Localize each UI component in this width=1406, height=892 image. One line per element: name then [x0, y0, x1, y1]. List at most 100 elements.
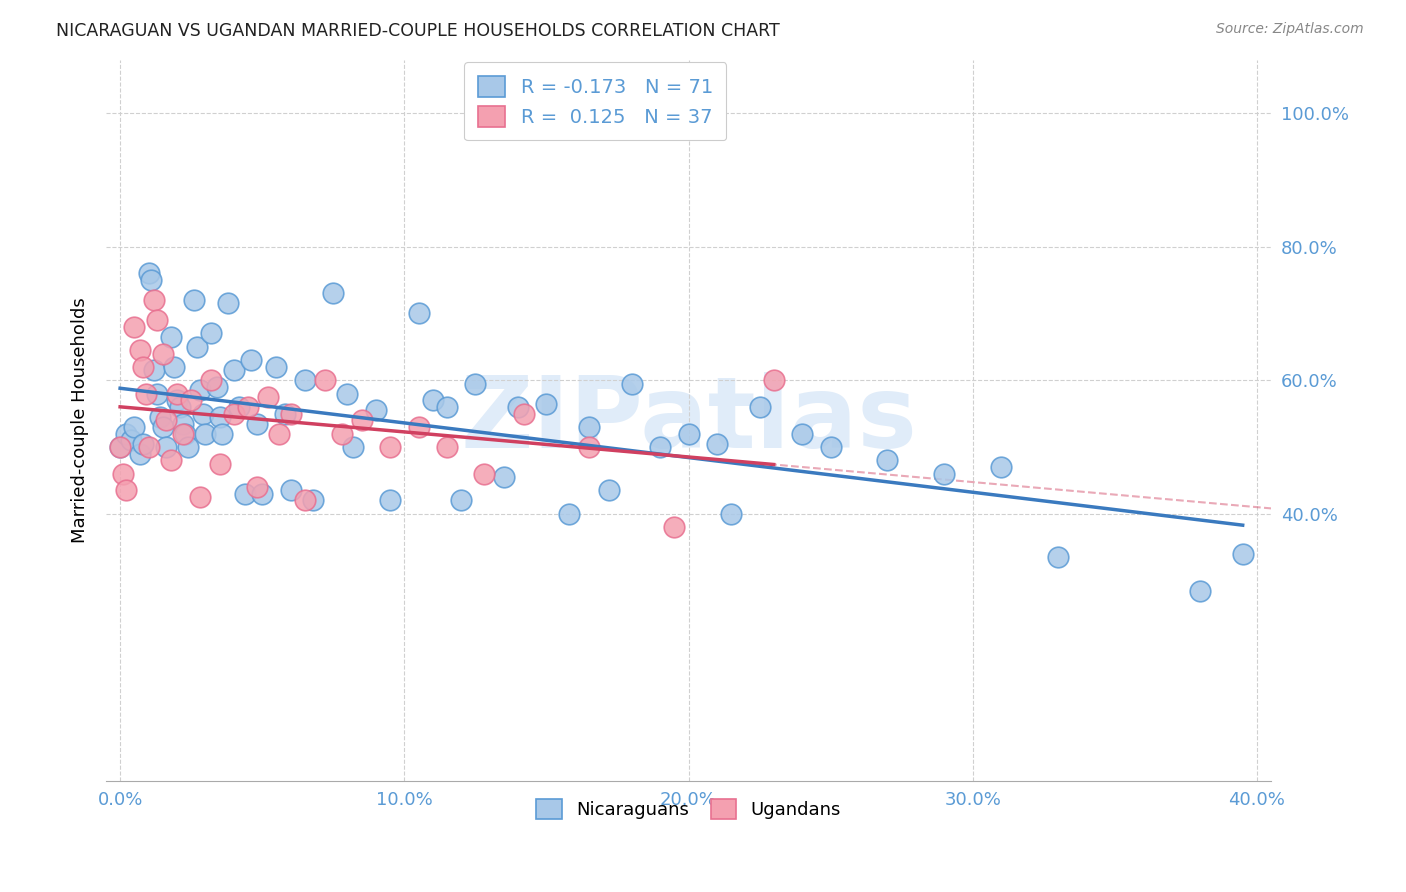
Point — [364, 403, 387, 417]
Point — [436, 440, 458, 454]
Point — [322, 286, 344, 301]
Point — [330, 426, 353, 441]
Point — [155, 440, 177, 454]
Point — [108, 440, 131, 454]
Point — [233, 487, 256, 501]
Point — [294, 373, 316, 387]
Point — [336, 386, 359, 401]
Point — [378, 493, 401, 508]
Point — [245, 480, 267, 494]
Point — [720, 507, 742, 521]
Point — [205, 380, 228, 394]
Point — [748, 400, 770, 414]
Point — [274, 407, 297, 421]
Point — [664, 520, 686, 534]
Point — [450, 493, 472, 508]
Point — [492, 470, 515, 484]
Point — [820, 440, 842, 454]
Point — [121, 434, 143, 448]
Point — [129, 343, 152, 358]
Point — [141, 273, 163, 287]
Point — [155, 413, 177, 427]
Point — [408, 420, 430, 434]
Point — [191, 407, 214, 421]
Point — [211, 426, 233, 441]
Point — [536, 396, 558, 410]
Point — [280, 407, 302, 421]
Point — [146, 386, 169, 401]
Point — [302, 493, 325, 508]
Point — [169, 400, 191, 414]
Point — [180, 393, 202, 408]
Point — [436, 400, 458, 414]
Point — [177, 440, 200, 454]
Point — [1046, 550, 1069, 565]
Point — [378, 440, 401, 454]
Point — [186, 340, 208, 354]
Point — [792, 426, 814, 441]
Point — [183, 293, 205, 307]
Point — [188, 490, 211, 504]
Point — [1189, 583, 1212, 598]
Point — [678, 426, 700, 441]
Point — [217, 296, 239, 310]
Legend: Nicaraguans, Ugandans: Nicaraguans, Ugandans — [529, 792, 848, 826]
Point — [239, 353, 262, 368]
Point — [762, 373, 785, 387]
Point — [138, 266, 160, 280]
Point — [578, 420, 600, 434]
Point — [166, 393, 188, 408]
Point — [342, 440, 364, 454]
Point — [269, 426, 291, 441]
Point — [143, 293, 166, 307]
Point — [222, 407, 245, 421]
Point — [250, 487, 273, 501]
Point — [408, 306, 430, 320]
Point — [152, 346, 174, 360]
Point — [934, 467, 956, 481]
Point — [188, 383, 211, 397]
Point — [138, 440, 160, 454]
Point — [152, 420, 174, 434]
Point — [132, 359, 155, 374]
Point — [222, 363, 245, 377]
Point — [648, 440, 671, 454]
Point — [114, 426, 136, 441]
Point — [464, 376, 486, 391]
Point — [200, 326, 222, 341]
Point — [200, 373, 222, 387]
Point — [208, 409, 231, 424]
Text: Source: ZipAtlas.com: Source: ZipAtlas.com — [1216, 22, 1364, 37]
Point — [228, 400, 250, 414]
Point — [876, 453, 898, 467]
Point — [512, 407, 534, 421]
Point — [294, 493, 316, 508]
Point — [314, 373, 336, 387]
Text: NICARAGUAN VS UGANDAN MARRIED-COUPLE HOUSEHOLDS CORRELATION CHART: NICARAGUAN VS UGANDAN MARRIED-COUPLE HOU… — [56, 22, 780, 40]
Point — [578, 440, 600, 454]
Point — [108, 440, 131, 454]
Point — [160, 330, 183, 344]
Y-axis label: Married-couple Households: Married-couple Households — [72, 297, 89, 543]
Point — [245, 417, 267, 431]
Point — [174, 426, 197, 441]
Point — [143, 363, 166, 377]
Point — [114, 483, 136, 498]
Point — [111, 467, 134, 481]
Point — [350, 413, 373, 427]
Point — [172, 417, 194, 431]
Point — [149, 409, 172, 424]
Point — [135, 386, 157, 401]
Point — [990, 460, 1012, 475]
Point — [129, 447, 152, 461]
Point — [422, 393, 444, 408]
Point — [472, 467, 495, 481]
Point — [558, 507, 581, 521]
Point — [132, 436, 155, 450]
Point — [620, 376, 643, 391]
Text: ZIPatlas: ZIPatlas — [460, 372, 917, 469]
Point — [194, 426, 217, 441]
Point — [160, 453, 183, 467]
Point — [266, 359, 288, 374]
Point — [124, 319, 146, 334]
